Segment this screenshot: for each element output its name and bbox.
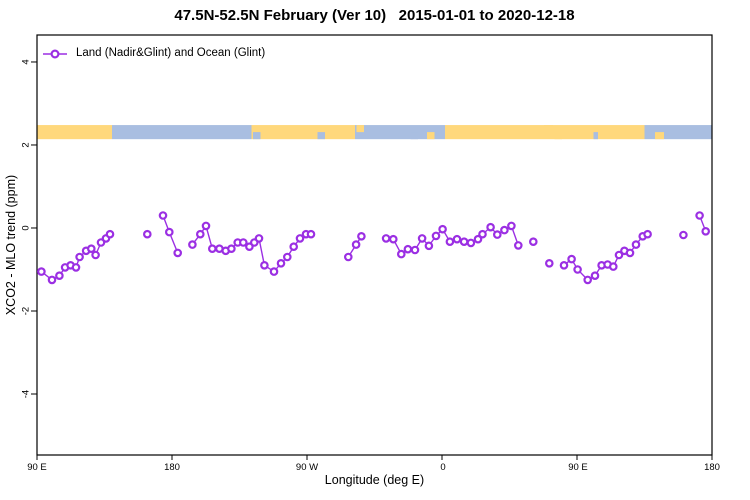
legend-label: Land (Nadir&Glint) and Ocean (Glint) [76, 47, 266, 59]
y-tick-label: 0 [20, 225, 32, 231]
x-tick-label: 180 [164, 462, 180, 473]
x-tick-label: 90 W [295, 462, 319, 473]
x-axis-label: Longitude (deg E) [324, 473, 425, 487]
x-tick-label: 180 [704, 462, 720, 473]
x-tick-label: 90 E [568, 462, 588, 473]
x-tick-label: 0 [440, 462, 446, 473]
x-tick-label: 90 E [27, 462, 47, 473]
y-tick-label: 2 [20, 142, 32, 148]
y-tick-label: -4 [20, 389, 32, 399]
chart-title: 47.5N-52.5N February (Ver 10) 2015-01-01… [174, 7, 575, 24]
y-tick-label: 4 [20, 59, 32, 65]
y-axis-label: XCO2 - MLO trend (ppm) [4, 174, 18, 316]
y-tick-label: -2 [20, 306, 32, 316]
